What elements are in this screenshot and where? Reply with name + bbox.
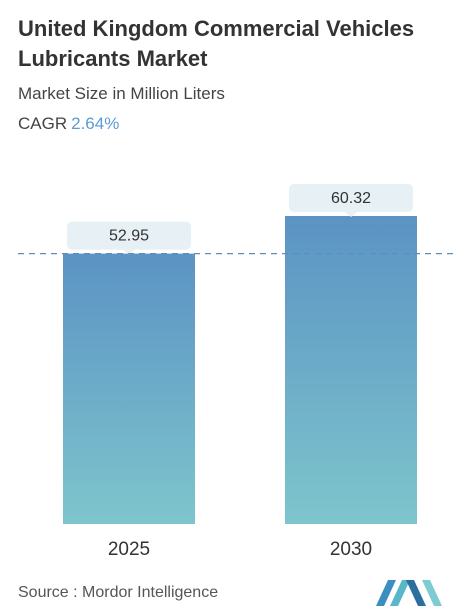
x-tick-label-2025: 2025 <box>108 539 150 560</box>
cagr-value: 2.64% <box>71 114 120 133</box>
value-label-2030: 60.32 <box>331 190 371 207</box>
x-tick-label-2030: 2030 <box>330 539 372 560</box>
source-text: Source : Mordor Intelligence <box>18 584 219 601</box>
cagr-label: CAGR <box>18 114 68 133</box>
cagr-line: CAGR 2.64% <box>18 114 119 134</box>
value-label-pointer-2025 <box>123 249 135 255</box>
chart-subtitle: Market Size in Million Liters <box>18 84 225 103</box>
bar-2025 <box>63 253 195 524</box>
bar-2030 <box>285 216 417 524</box>
chart-title: United Kingdom Commercial Vehicles Lubri… <box>18 16 415 71</box>
value-label-pointer-2030 <box>345 212 357 217</box>
value-label-box-2025 <box>67 221 191 250</box>
value-label-box-2030 <box>289 184 413 212</box>
value-label-2025: 52.95 <box>109 228 149 245</box>
mordor-intelligence-logo-icon <box>376 580 442 606</box>
